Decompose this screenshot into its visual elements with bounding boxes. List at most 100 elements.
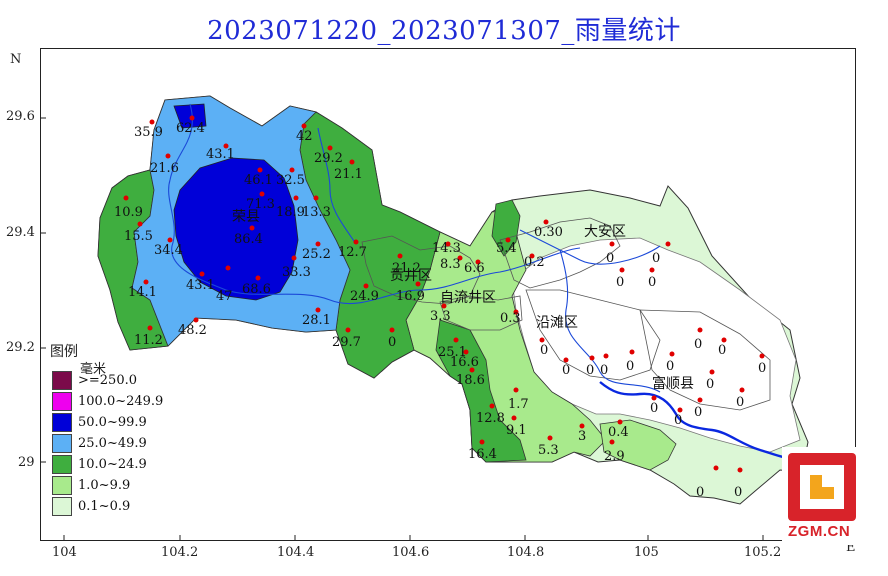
station-value: 32.5: [276, 173, 305, 188]
station-dot: [479, 439, 485, 445]
station-dot: [189, 115, 195, 121]
station-value: 48.2: [178, 323, 207, 338]
legend-item: 0.1~0.9: [52, 497, 130, 516]
district-label: 富顺县: [652, 375, 694, 392]
legend-label: 0.1~0.9: [78, 499, 131, 514]
station-dot: [315, 307, 321, 313]
station-value: 0: [718, 343, 726, 358]
station-dot: [289, 167, 295, 173]
legend-swatch: [52, 371, 72, 390]
lat-tick: 29.6: [6, 109, 35, 124]
station-dot: [609, 439, 615, 445]
station-value: 25.2: [302, 247, 331, 262]
band-50-99-north: [173, 103, 207, 129]
station-dot: [511, 415, 517, 421]
district-label: 大安区: [584, 224, 626, 240]
station-dot: [349, 159, 355, 165]
station-dot: [709, 369, 715, 375]
station-value: 14.1: [128, 285, 157, 300]
station-value: 47: [216, 289, 233, 304]
station-dot: [165, 153, 171, 159]
station-value: 0: [696, 485, 704, 500]
station-value: 1.7: [508, 397, 529, 412]
station-value: 0: [650, 401, 658, 416]
station-dot: [609, 241, 615, 247]
station-value: 13.3: [302, 205, 331, 220]
station-dot: [457, 255, 463, 261]
legend-label: 25.0~49.9: [78, 436, 147, 451]
map-title: 2023071220_2023071307_雨量统计: [207, 16, 681, 46]
station-dot: [453, 337, 459, 343]
station-dot: [529, 253, 535, 259]
station-dot: [255, 275, 261, 281]
district-label: 荣县: [232, 209, 260, 225]
legend-label: 50.0~99.9: [78, 415, 147, 430]
station-dot: [257, 167, 263, 173]
station-value: 0.3: [500, 311, 521, 326]
legend-swatch: [52, 497, 72, 516]
station-dot: [739, 387, 745, 393]
station-value: 43.1: [186, 278, 215, 293]
station-dot: [397, 253, 403, 259]
station-value: 3: [578, 429, 586, 444]
station-value: 8.3: [440, 257, 461, 272]
station-value: 25.1: [438, 345, 467, 360]
station-value: 0: [736, 395, 744, 410]
station-dot: [415, 281, 421, 287]
station-dot: [293, 195, 299, 201]
station-dot: [651, 395, 657, 401]
legend-item: 100.0~249.9: [52, 392, 163, 411]
station-dot: [579, 423, 585, 429]
station-value: 21.1: [334, 167, 363, 182]
station-value: 12.8: [476, 411, 505, 426]
station-value: 2.9: [604, 449, 625, 464]
legend-unit: 毫米: [80, 362, 107, 377]
station-dot: [669, 351, 675, 357]
legend-title: 图例: [50, 344, 78, 360]
legend-label: >=250.0: [78, 373, 138, 388]
station-value: 5.3: [538, 443, 559, 458]
station-dot: [629, 349, 635, 355]
station-dot: [363, 283, 369, 289]
station-dot: [193, 317, 199, 323]
map-frame: [40, 48, 856, 541]
station-dot: [249, 225, 255, 231]
station-dot: [543, 219, 549, 225]
station-dot: [665, 241, 671, 247]
station-dot: [167, 237, 173, 243]
lon-tick: 104.2: [161, 545, 199, 560]
station-dot: [759, 353, 765, 359]
north-label: N: [10, 52, 22, 67]
station-value: 12.7: [338, 245, 367, 260]
lon-tick: 104.8: [507, 545, 545, 560]
station-dot: [697, 327, 703, 333]
station-dot: [445, 241, 451, 247]
rivers: [168, 103, 661, 393]
lon-tick: 104.6: [392, 545, 430, 560]
station-value: 18.9: [276, 205, 305, 220]
lon-tick: 105: [634, 545, 659, 560]
lon-tick: 104: [52, 545, 77, 560]
legend-swatch: [52, 413, 72, 432]
station-value: 9.1: [506, 423, 527, 438]
station-dot: [505, 237, 511, 243]
station-dot: [225, 265, 231, 271]
station-value: 21.6: [150, 161, 179, 176]
lon-tick: 104.4: [277, 545, 315, 560]
lon-tick: 105.2: [744, 545, 782, 560]
station-value: 33.3: [282, 265, 311, 280]
station-dot: [677, 407, 683, 413]
station-dot: [315, 241, 321, 247]
main-river: [599, 381, 801, 460]
station-dot: [259, 191, 265, 197]
station-value: 0: [388, 335, 396, 350]
lat-tick: 29.4: [6, 225, 35, 240]
station-value: 68.6: [242, 282, 271, 297]
band-1-9: [405, 209, 607, 463]
station-dot: [345, 327, 351, 333]
station-value: 11.2: [134, 333, 163, 348]
station-value: 5.4: [496, 241, 517, 256]
station-value: 0: [652, 251, 660, 266]
station-value: 0: [666, 359, 674, 374]
station-value: 35.9: [134, 125, 163, 140]
